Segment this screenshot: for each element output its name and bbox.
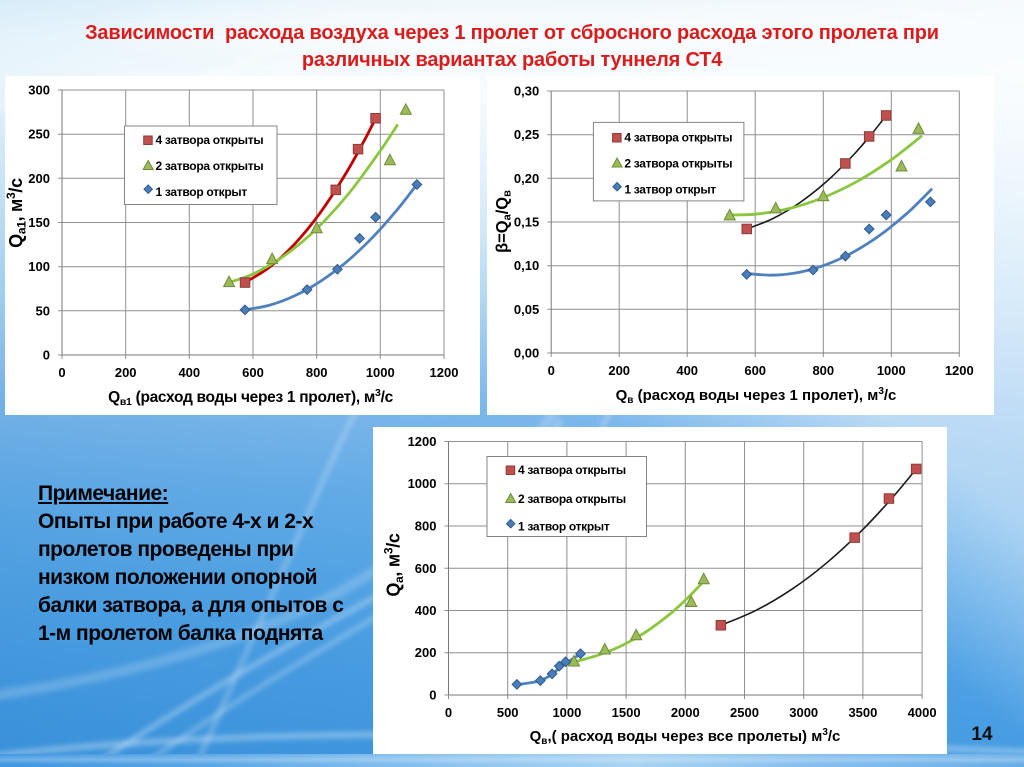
svg-text:Qв (расход воды через 1 пролет: Qв (расход воды через 1 пролет), м3/с [616,386,897,406]
svg-text:1000: 1000 [877,363,906,378]
svg-text:2 затвора открыты: 2 затвора открыты [518,492,626,506]
svg-text:0,30: 0,30 [514,84,539,99]
svg-text:0,10: 0,10 [514,258,539,273]
svg-text:0: 0 [58,365,65,380]
svg-text:100: 100 [28,259,50,274]
svg-text:150: 150 [28,215,50,230]
svg-text:1200: 1200 [430,365,459,380]
svg-text:0,00: 0,00 [514,346,539,361]
svg-text:0,15: 0,15 [514,215,539,230]
svg-text:200: 200 [608,363,630,378]
svg-text:250: 250 [28,127,50,142]
svg-text:3500: 3500 [848,705,877,720]
svg-text:4 затвора открыты: 4 затвора открыты [156,133,264,147]
svg-text:1200: 1200 [408,434,437,449]
svg-text:500: 500 [497,705,519,720]
svg-text:2000: 2000 [671,705,700,720]
svg-text:Qв,( расход воды через все про: Qв,( расход воды через все пролеты) м3/с [530,727,841,747]
svg-text:1 затвор открыт: 1 затвор открыт [518,520,610,534]
svg-text:Qв1 (расход воды через 1 проле: Qв1 (расход воды через 1 пролет), м3/с [108,387,393,408]
svg-text:2500: 2500 [730,705,759,720]
svg-text:4 затвора открыты: 4 затвора открыты [518,463,626,477]
svg-text:0: 0 [43,348,50,363]
svg-text:0: 0 [548,363,555,378]
svg-text:400: 400 [178,365,200,380]
svg-text:0,20: 0,20 [514,171,539,186]
svg-text:800: 800 [812,363,834,378]
svg-text:600: 600 [744,363,766,378]
svg-text:300: 300 [28,83,50,98]
svg-text:4 затвора открыты: 4 затвора открыты [624,131,732,145]
svg-text:Qа1, м3/с: Qа1, м3/с [5,178,29,248]
svg-text:1000: 1000 [366,365,395,380]
svg-text:4000: 4000 [908,705,937,720]
svg-text:200: 200 [28,171,50,186]
svg-text:400: 400 [415,603,437,618]
svg-text:1000: 1000 [408,476,437,491]
svg-text:1 затвор открыт: 1 затвор открыт [624,183,716,197]
svg-text:1 затвор открыт: 1 затвор открыт [156,185,248,199]
svg-text:0,25: 0,25 [514,127,539,142]
svg-text:600: 600 [242,365,264,380]
svg-text:2 затвора открыты: 2 затвора открыты [156,159,264,173]
svg-text:β=Qа/Qв: β=Qа/Qв [494,190,514,253]
svg-text:0,05: 0,05 [514,302,539,317]
svg-text:600: 600 [415,561,437,576]
svg-text:0: 0 [429,688,436,703]
svg-text:Qа, м3/с: Qа, м3/с [382,533,407,597]
svg-text:1000: 1000 [552,705,581,720]
svg-text:400: 400 [676,363,698,378]
svg-text:200: 200 [115,365,137,380]
svg-text:800: 800 [415,519,437,534]
svg-text:200: 200 [415,645,437,660]
svg-text:0: 0 [445,705,452,720]
svg-text:800: 800 [306,365,328,380]
svg-text:2 затвора открыты: 2 затвора открыты [624,157,732,171]
svg-text:3000: 3000 [789,705,818,720]
svg-text:50: 50 [36,303,50,318]
svg-text:1500: 1500 [612,705,641,720]
svg-text:1200: 1200 [945,363,974,378]
